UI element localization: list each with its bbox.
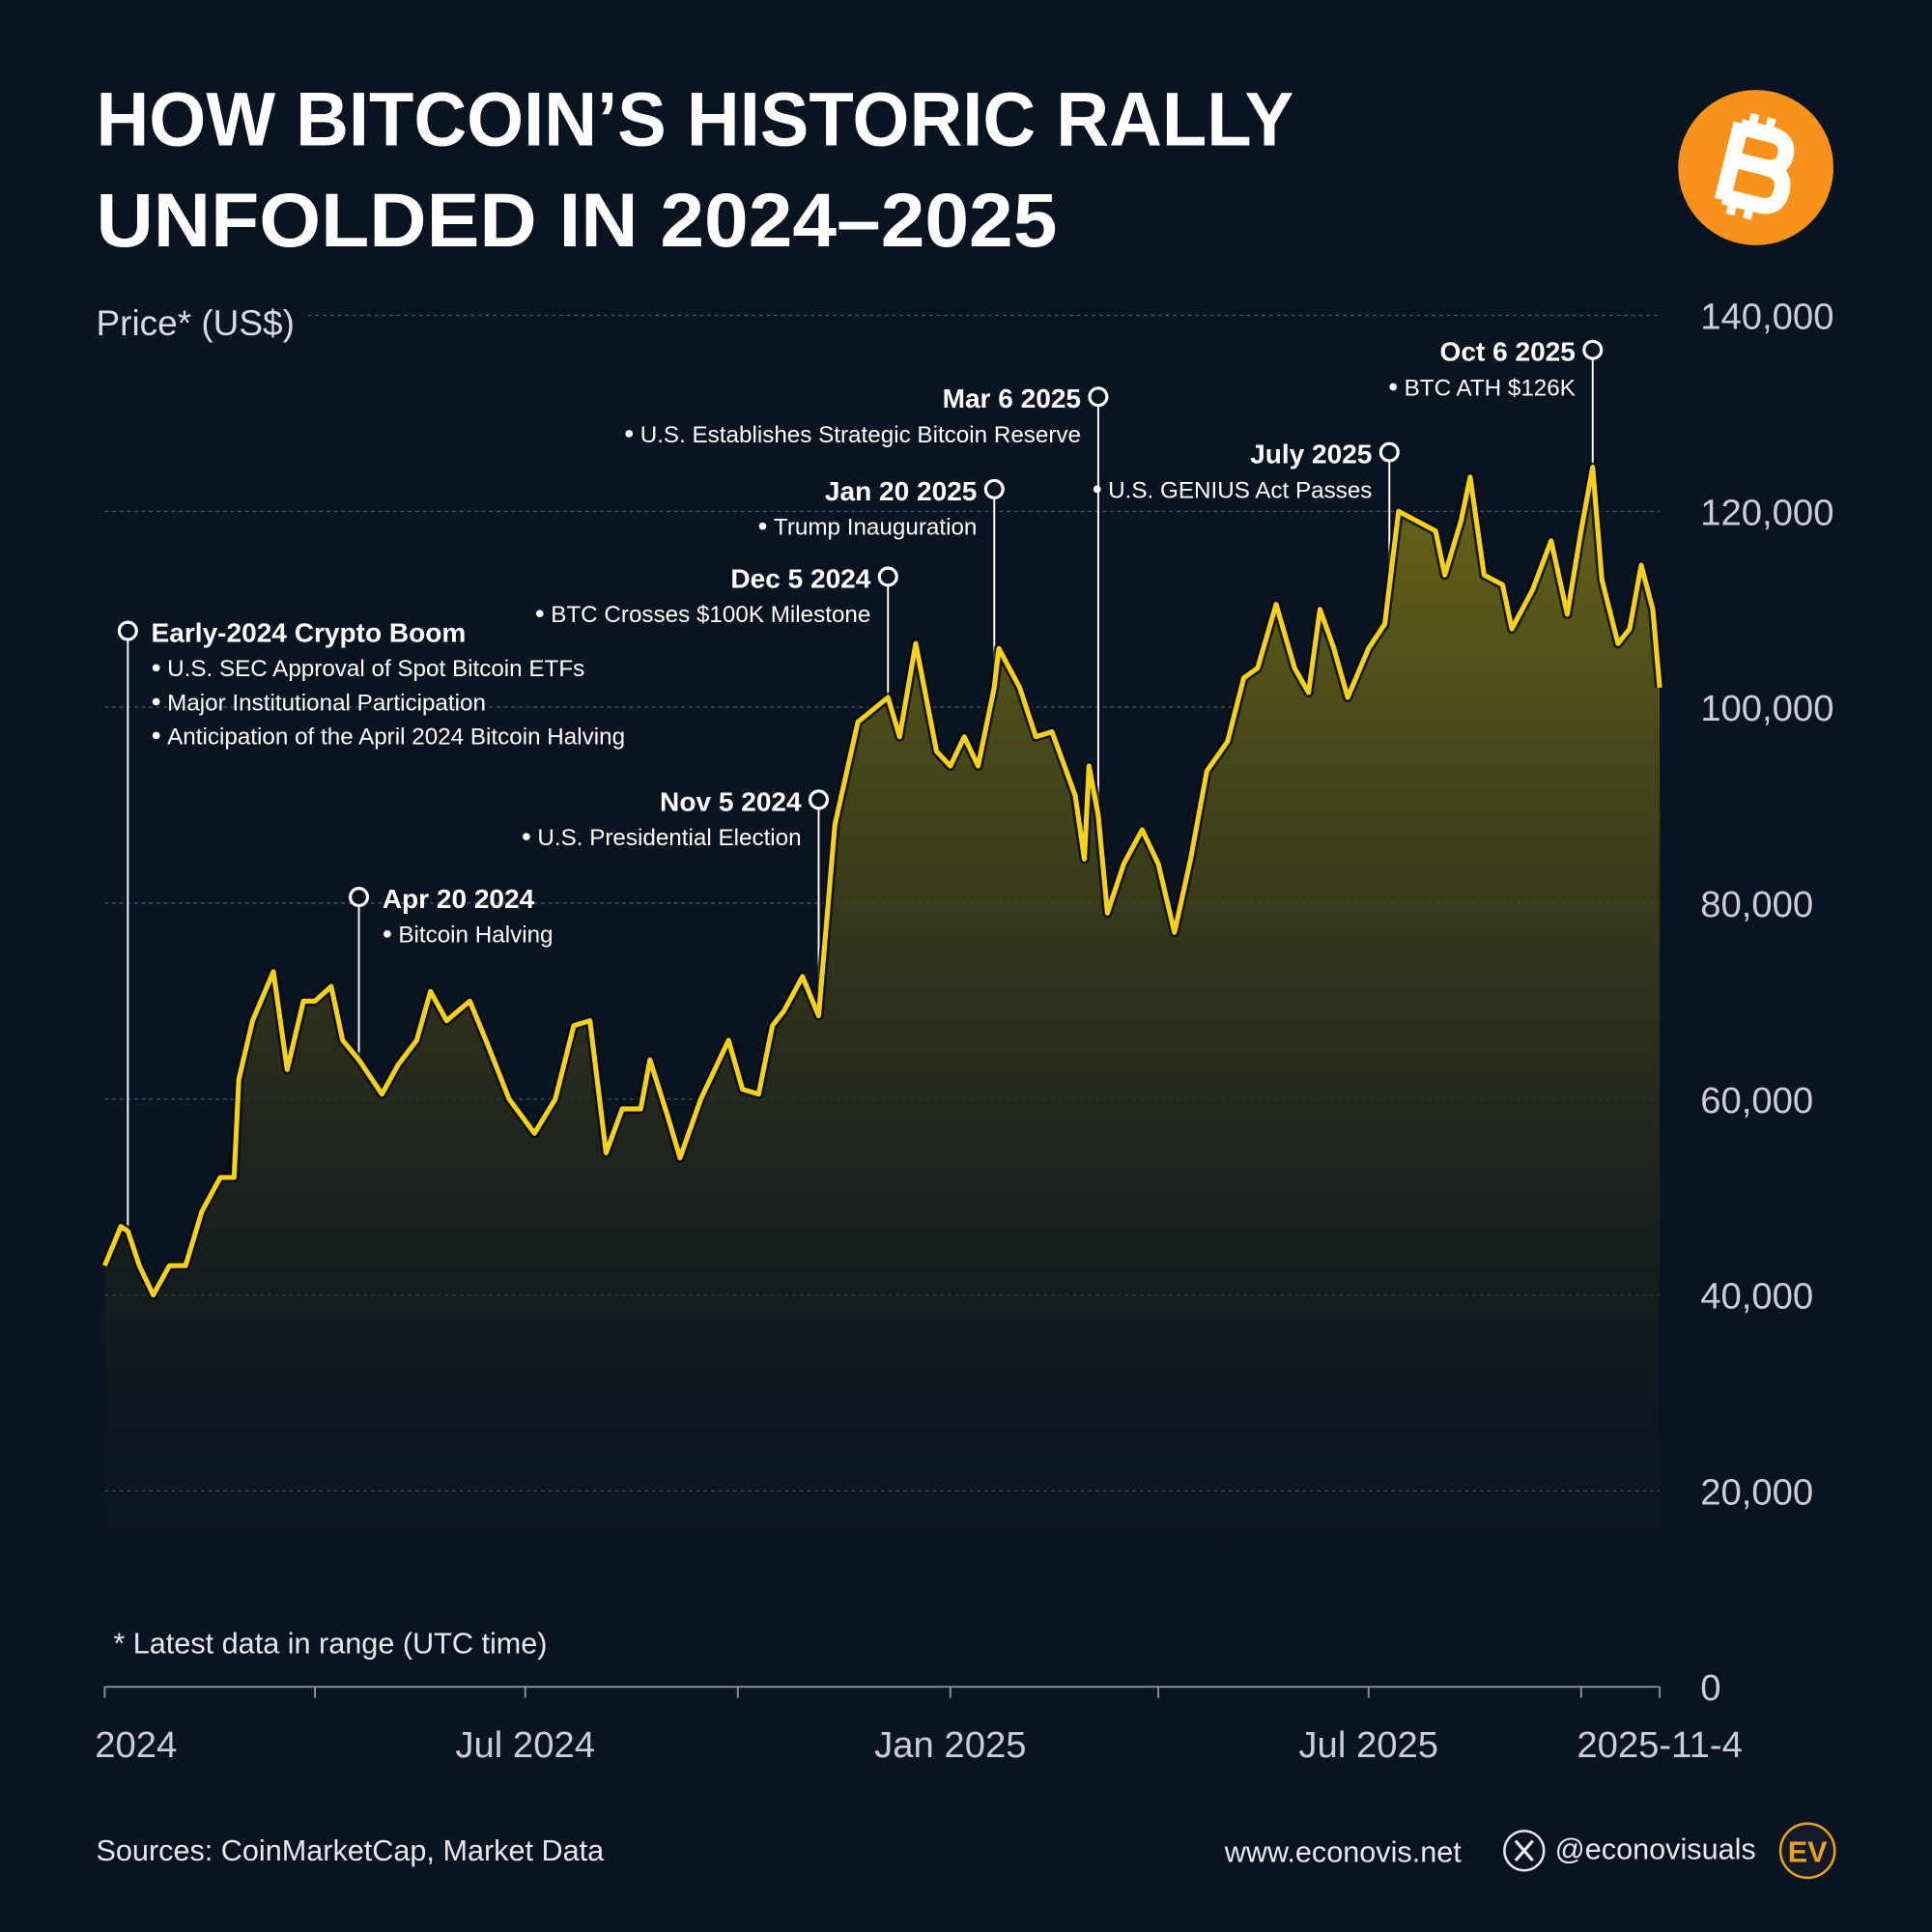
y-tick-label: 60,000 <box>1700 1080 1813 1122</box>
annotation-marker <box>1582 339 1604 360</box>
y-axis-label: Price* (US$) <box>96 303 294 343</box>
x-tick-label: Jul 2024 <box>455 1724 595 1766</box>
annotation-label: Dec 5 2024 <box>730 563 870 593</box>
y-tick-label: 40,000 <box>1700 1276 1813 1318</box>
annotation-bullet <box>152 697 160 706</box>
annotation-label: Oct 6 2025 <box>1440 337 1576 367</box>
annotation-note: U.S. Presidential Election <box>537 825 801 851</box>
price-line <box>102 465 1662 1298</box>
source: Sources: CoinMarketCap, Market Data <box>96 1834 605 1867</box>
bitcoin-bars <box>1725 113 1776 220</box>
annotation-bullet <box>1389 383 1398 391</box>
annotation-marker <box>1378 441 1400 463</box>
y-tick-label: 20,000 <box>1700 1471 1813 1513</box>
ev-logo: EV <box>1788 1835 1828 1868</box>
ev-logo-circle <box>1778 1822 1836 1880</box>
annotation-label: Early-2024 Crypto Boom <box>152 618 467 648</box>
annotation-marker <box>1088 386 1109 408</box>
y-tick-label: 140,000 <box>1700 297 1833 338</box>
annotation-label: Jan 20 2025 <box>825 476 978 506</box>
handle: @econovisuals <box>1555 1833 1756 1866</box>
website: www.econovis.net <box>1224 1835 1462 1868</box>
annotation-note: U.S. SEC Approval of Spot Bitcoin ETFs <box>167 656 584 682</box>
plot-area: 0 20,000 40,000 60,000 80,000 100,000 120,000 1… <box>95 297 1833 1766</box>
y-tick-label: 0 <box>1700 1667 1720 1709</box>
annotation-note: BTC ATH $126K <box>1405 375 1576 401</box>
annotation-note: U.S. GENIUS Act Passes <box>1108 477 1372 503</box>
x-icon <box>1503 1830 1546 1872</box>
annotation-note: BTC Crosses $100K Milestone <box>551 602 870 628</box>
annotation-note: Anticipation of the April 2024 Bitcoin H… <box>167 724 625 750</box>
annotation-note: Bitcoin Halving <box>398 923 553 949</box>
annotation-bullet <box>152 731 160 740</box>
bitcoin-logo <box>1678 90 1833 245</box>
annotation-bullet <box>152 664 160 672</box>
x-tick-label: Jan 2025 <box>874 1724 1026 1766</box>
area-fill <box>104 467 1661 1613</box>
annotation-bullet <box>1093 485 1101 494</box>
annotation-label: Nov 5 2024 <box>660 786 802 816</box>
x-icon-glyph <box>1514 1839 1534 1862</box>
x-icon-circle <box>1503 1830 1546 1872</box>
bitcoin-symbol <box>1714 113 1795 220</box>
annotation-marker <box>348 887 370 908</box>
annotation-bullet <box>625 430 634 438</box>
annotation-note: Trump Inauguration <box>774 515 977 541</box>
x-tick-label: Jul 2025 <box>1298 1724 1438 1766</box>
chart-title: HOW BITCOIN’S HISTORIC RALLY <box>96 76 1293 162</box>
annotation-note: Major Institutional Participation <box>167 690 486 716</box>
chart-title: UNFOLDED IN 2024–2025 <box>96 177 1057 263</box>
annotation-bullet <box>523 833 530 840</box>
x-tick-label: 2024 <box>95 1724 177 1766</box>
y-tick-label: 100,000 <box>1700 688 1833 729</box>
bitcoin-b <box>1714 119 1795 214</box>
annotation-marker <box>877 566 898 587</box>
footnote: * Latest data in range (UTC time) <box>113 1628 547 1661</box>
y-tick-label: 120,000 <box>1700 492 1833 533</box>
annotation-marker <box>117 620 138 641</box>
annotation-label: Apr 20 2024 <box>383 884 535 914</box>
annotation-bullet <box>758 522 767 530</box>
y-tick-label: 80,000 <box>1700 884 1813 925</box>
annotation-marker <box>983 478 1005 499</box>
annotation-bullet <box>384 930 391 938</box>
x-tick-label: 2025-11-4 <box>1577 1724 1743 1766</box>
annotation-label: July 2025 <box>1250 440 1372 469</box>
annotation-marker <box>808 789 830 810</box>
annotation-note: U.S. Establishes Strategic Bitcoin Reser… <box>640 422 1081 448</box>
annotation-label: Mar 6 2025 <box>943 384 1081 413</box>
annotation-bullet <box>535 610 544 618</box>
